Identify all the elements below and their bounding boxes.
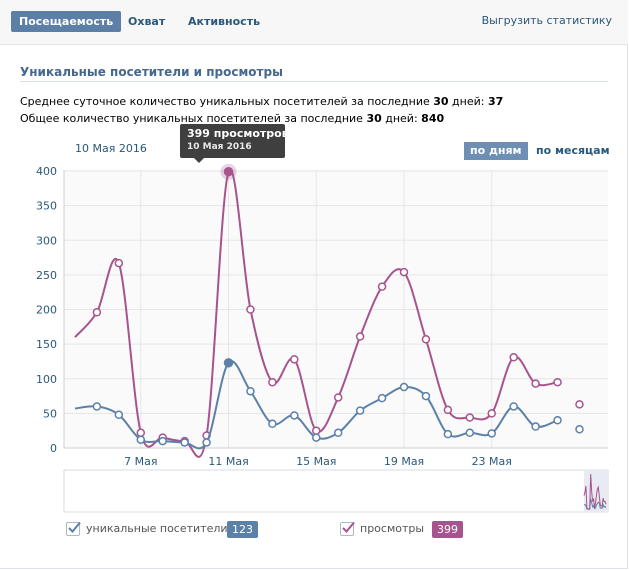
section-divider xyxy=(20,81,608,82)
visitors-point xyxy=(399,382,409,392)
views-highlight-point xyxy=(223,166,234,177)
y-tick-label: 0 xyxy=(50,442,57,455)
views-point xyxy=(553,377,562,387)
views-point xyxy=(114,258,124,268)
x-tick-label: 11 Мая xyxy=(208,455,248,468)
views-point xyxy=(333,393,343,402)
visitors-point xyxy=(290,411,299,420)
visitors-point xyxy=(158,436,167,446)
stat-average-days: 30 xyxy=(433,95,449,108)
views-point xyxy=(268,377,277,387)
visitors-point xyxy=(531,422,540,431)
tab-bar: Посещаемость Охват Активность Выгрузить … xyxy=(0,0,628,45)
views-checkbox[interactable] xyxy=(340,521,355,536)
section-title: Уникальные посетители и просмотры xyxy=(20,65,283,79)
y-tick-label: 100 xyxy=(36,373,57,386)
views-point xyxy=(355,332,365,341)
visitors-point xyxy=(246,386,255,396)
x-tick-label: 23 Мая xyxy=(472,455,512,468)
x-tick-label: 19 Мая xyxy=(384,455,424,468)
visitors-point xyxy=(136,435,146,444)
stat-total-mid: дней: xyxy=(381,112,422,125)
visitors-count-badge: 123 xyxy=(227,521,258,538)
overview-panel xyxy=(63,469,609,513)
visitors-point xyxy=(553,416,562,425)
visitors-point xyxy=(333,428,343,438)
views-point xyxy=(290,355,299,364)
visitors-point xyxy=(377,393,387,403)
checkmark-icon xyxy=(68,521,81,533)
y-tick-label: 300 xyxy=(36,234,57,247)
line-chart[interactable]: 0 50 100 150 200 250 300 350 400 7 Мая 11 Мая 15 Ма… xyxy=(0,0,629,520)
tab-attendance[interactable]: Посещаемость xyxy=(11,11,122,32)
visitors-point xyxy=(114,410,124,420)
views-count-badge: 399 xyxy=(432,521,463,538)
y-tick-label: 200 xyxy=(36,304,57,317)
tab-reach[interactable]: Охват xyxy=(128,15,166,28)
visitors-point xyxy=(487,429,496,438)
views-point xyxy=(399,267,409,277)
views-point xyxy=(92,308,102,317)
y-tick-label: 50 xyxy=(43,407,57,420)
y-tick-label: 250 xyxy=(36,269,57,282)
views-label: просмотры xyxy=(360,522,425,535)
views-point xyxy=(246,305,255,314)
visitors-checkbox[interactable] xyxy=(66,521,81,536)
visitors-label: уникальные посетители xyxy=(86,522,228,535)
visitors-point xyxy=(355,406,365,415)
stat-total-days: 30 xyxy=(366,112,382,125)
views-point xyxy=(312,426,321,435)
legend-visitors: уникальные посетители 123 xyxy=(66,521,266,539)
views-point xyxy=(487,409,496,418)
visitors-point xyxy=(465,428,475,438)
visitors-point xyxy=(575,425,584,434)
tab-activity[interactable]: Активность xyxy=(188,15,261,28)
x-tick-label: 7 Мая xyxy=(124,455,157,468)
visitors-point xyxy=(421,391,431,401)
overview-views-line xyxy=(583,474,607,510)
visitors-point xyxy=(92,402,102,411)
stat-average-mid: дней: xyxy=(448,95,488,108)
stat-total-value: 840 xyxy=(421,112,445,125)
export-stats-link[interactable]: Выгрузить статистику xyxy=(481,14,612,27)
visitors-point xyxy=(509,402,518,411)
views-point xyxy=(443,405,453,415)
legend-views: просмотры 399 xyxy=(340,521,490,539)
by-month-button[interactable]: по месяцам xyxy=(536,144,610,157)
checkmark-icon xyxy=(342,521,355,533)
stat-average-line: Среднее суточное количество уникальных п… xyxy=(20,95,503,108)
visitors-point xyxy=(443,429,453,439)
x-tick-label: 15 Мая xyxy=(296,455,336,468)
y-tick-label: 400 xyxy=(36,165,57,178)
views-point xyxy=(465,413,475,422)
y-tick-label: 150 xyxy=(36,338,57,351)
stat-total-line: Общее количество уникальных посетителей … xyxy=(20,112,444,125)
visitors-highlight-point xyxy=(223,358,234,368)
views-point xyxy=(509,353,518,362)
views-point xyxy=(421,335,431,344)
visitors-point xyxy=(312,433,321,442)
views-point xyxy=(575,400,584,409)
visitors-point xyxy=(202,438,211,447)
visitors-point xyxy=(268,419,277,429)
views-point xyxy=(377,282,387,291)
by-day-button[interactable]: по дням xyxy=(464,142,528,160)
visitors-point xyxy=(180,438,189,447)
views-point xyxy=(136,428,146,438)
views-point xyxy=(531,379,540,388)
stat-average-value: 37 xyxy=(487,95,504,108)
stat-average-text: Среднее суточное количество уникальных п… xyxy=(20,95,434,108)
selected-date-label: 10 Мая 2016 xyxy=(75,142,147,155)
stat-total-text: Общее количество уникальных посетителей … xyxy=(20,112,367,125)
y-tick-label: 350 xyxy=(36,200,57,213)
